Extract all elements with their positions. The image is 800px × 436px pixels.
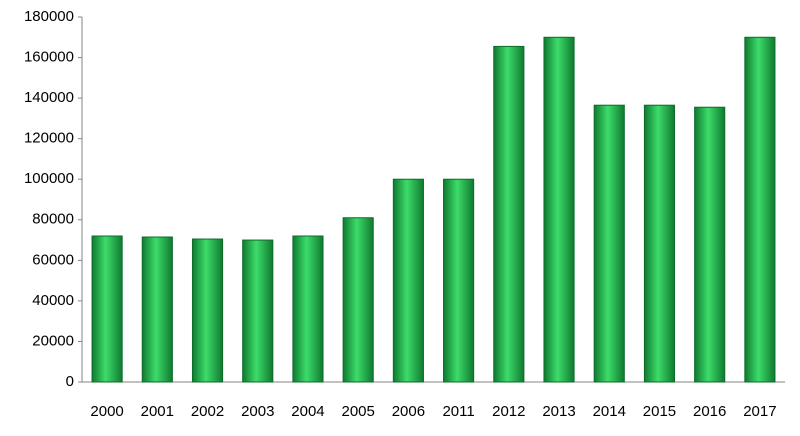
bar	[593, 104, 625, 383]
bar	[744, 36, 776, 383]
x-tick-label: 2015	[643, 403, 676, 420]
x-tick-label: 2016	[693, 403, 726, 420]
x-tick-label: 2011	[442, 403, 474, 420]
x-tick-label: 2006	[392, 403, 425, 420]
bar	[242, 239, 274, 383]
x-tick-label: 2003	[241, 403, 274, 420]
bar	[91, 235, 123, 383]
x-tick-label: 2013	[542, 403, 575, 420]
y-tick-label: 0	[66, 373, 74, 390]
y-tick-label: 180000	[24, 8, 74, 25]
y-tick-label: 140000	[24, 89, 74, 106]
bar	[643, 104, 676, 383]
y-tick-label: 40000	[32, 292, 74, 309]
bar	[342, 217, 374, 383]
bar	[392, 178, 424, 383]
y-tick-label: 20000	[32, 332, 74, 349]
bar	[191, 238, 224, 383]
x-tick-label: 2004	[291, 403, 324, 420]
y-tick-label: 100000	[24, 170, 74, 187]
x-tick-label: 2002	[191, 403, 224, 420]
y-tick-label: 60000	[32, 251, 74, 268]
x-tick-label: 2000	[90, 403, 123, 420]
bar	[694, 106, 726, 383]
x-tick-label: 2017	[743, 403, 776, 420]
bar	[292, 235, 324, 383]
bar	[543, 36, 575, 383]
y-tick-label: 120000	[24, 130, 74, 147]
x-tick-label: 2014	[593, 403, 626, 420]
y-tick-label: 160000	[24, 49, 74, 66]
x-tick-label: 2012	[492, 403, 525, 420]
y-tick-label: 80000	[32, 211, 74, 228]
x-tick-label: 2001	[141, 403, 174, 420]
bar	[443, 178, 475, 383]
bar	[141, 236, 173, 383]
x-tick-label: 2005	[341, 403, 374, 420]
bar	[493, 45, 525, 383]
